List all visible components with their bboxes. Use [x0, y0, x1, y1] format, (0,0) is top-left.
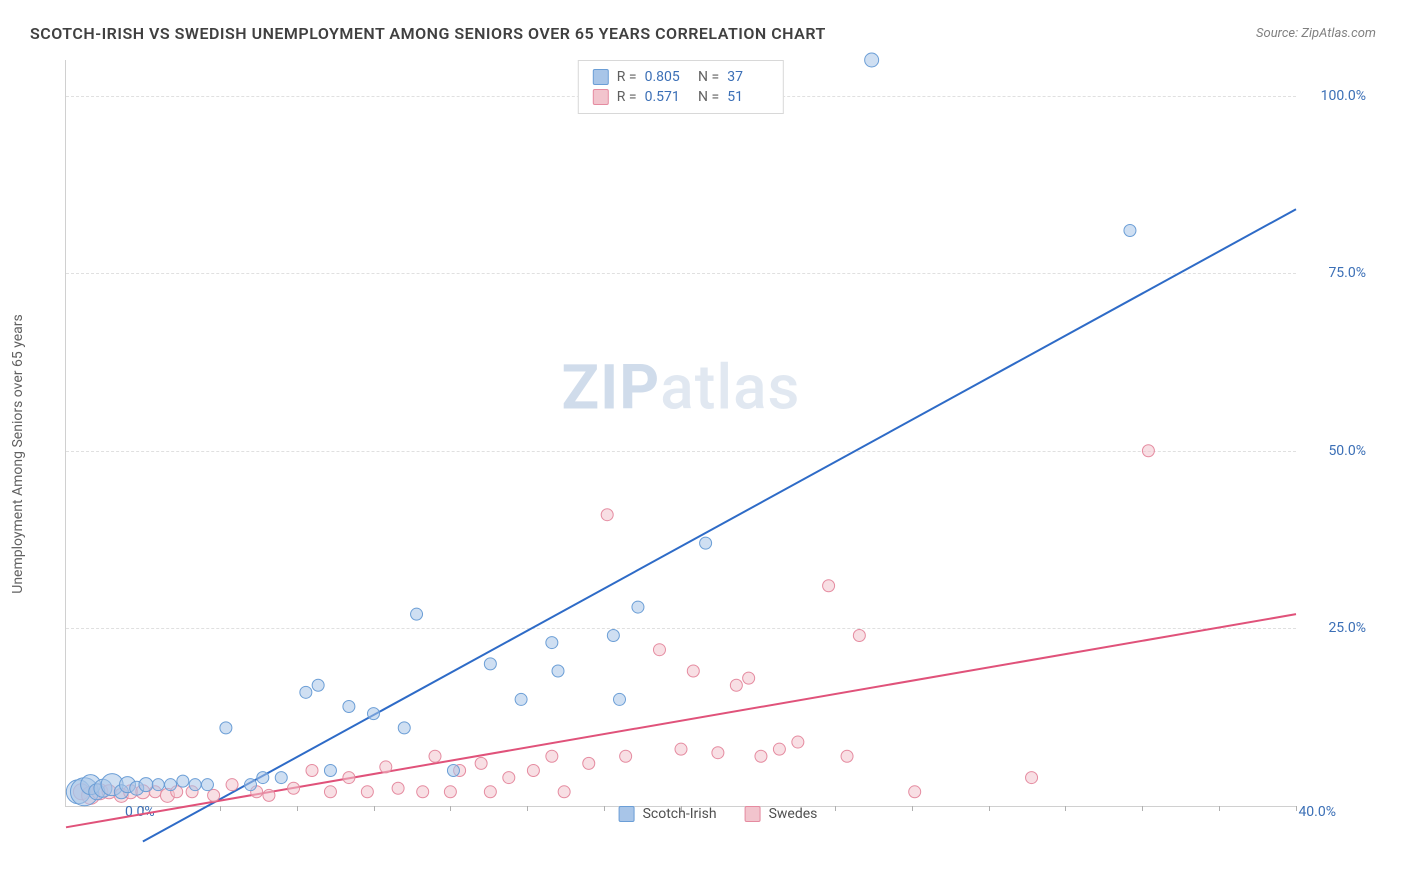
series-legend: Scotch-Irish Swedes [619, 806, 818, 822]
legend-label: Swedes [769, 806, 818, 822]
n-label: N = [695, 69, 720, 85]
y-tick-label: 50.0% [1328, 443, 1366, 459]
legend-row-2: R = 0.571 N = 51 [593, 87, 769, 107]
r-value-1: 0.805 [645, 69, 687, 85]
n-label: N = [695, 89, 720, 105]
legend-row-1: R = 0.805 N = 37 [593, 67, 769, 87]
correlation-legend: R = 0.805 N = 37 R = 0.571 N = 51 [578, 60, 784, 114]
swatch-scotch-irish [593, 69, 609, 85]
y-tick-label: 75.0% [1328, 265, 1366, 281]
n-value-2: 51 [727, 89, 769, 105]
r-value-2: 0.571 [645, 89, 687, 105]
chart-title: SCOTCH-IRISH VS SWEDISH UNEMPLOYMENT AMO… [30, 24, 826, 43]
legend-item-swedes: Swedes [745, 806, 818, 822]
n-value-1: 37 [727, 69, 769, 85]
x-axis-end-label: 40.0% [1298, 804, 1336, 820]
source-attribution: Source: ZipAtlas.com [1256, 26, 1376, 41]
legend-label: Scotch-Irish [643, 806, 717, 822]
chart-header: SCOTCH-IRISH VS SWEDISH UNEMPLOYMENT AMO… [0, 0, 1406, 51]
swatch-swedes [593, 89, 609, 105]
plot-region: ZIPatlas R = 0.805 N = 37 R = 0.571 N = … [65, 60, 1296, 807]
r-label: R = [617, 69, 637, 85]
legend-item-scotch-irish: Scotch-Irish [619, 806, 717, 822]
r-label: R = [617, 89, 637, 105]
y-axis-label: Unemployment Among Seniors over 65 years [10, 314, 26, 594]
y-tick-label: 100.0% [1321, 88, 1366, 104]
swatch-icon [619, 806, 635, 822]
scatter-svg [66, 60, 1296, 806]
chart-area: ZIPatlas R = 0.805 N = 37 R = 0.571 N = … [60, 60, 1376, 832]
swatch-icon [745, 806, 761, 822]
y-tick-label: 25.0% [1328, 620, 1366, 636]
